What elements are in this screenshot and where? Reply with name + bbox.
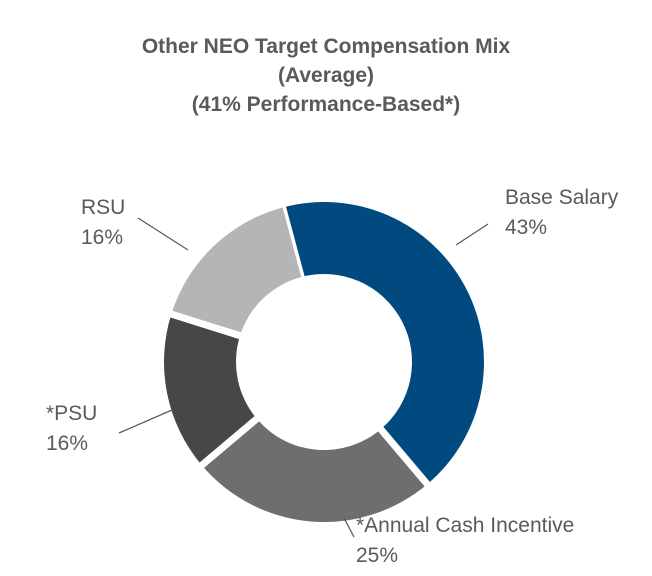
slice-label-base-salary: Base Salary xyxy=(505,186,619,209)
slice-label-annual-cash-incentive: *Annual Cash Incentive xyxy=(356,514,574,537)
slice-label-psu: *PSU xyxy=(46,402,97,425)
slice-value-rsu: 16% xyxy=(81,226,123,249)
leader-line-annual-cash-incentive xyxy=(343,517,355,538)
slice-labels: Base Salary 43% *Annual Cash Incentive 25% *… xyxy=(46,186,619,567)
chart-title-line-3: (41% Performance-Based*) xyxy=(191,93,461,116)
slice-annual-cash-incentive xyxy=(201,418,428,522)
slice-separator xyxy=(166,309,245,341)
slice-value-annual-cash-incentive: 25% xyxy=(356,544,398,567)
leader-line-base-salary xyxy=(455,223,489,246)
leader-line-rsu xyxy=(137,217,189,251)
slice-label-rsu: RSU xyxy=(81,196,125,219)
slice-base-salary xyxy=(282,202,484,485)
slice-separator xyxy=(375,423,433,490)
chart-title: Other NEO Target Compensation Mix (Avera… xyxy=(0,32,652,119)
slice-rsu xyxy=(171,207,302,336)
donut-slices xyxy=(164,202,484,522)
leader-lines xyxy=(118,217,489,538)
slice-psu xyxy=(164,314,257,466)
slice-value-base-salary: 43% xyxy=(505,216,547,239)
leader-line-psu xyxy=(118,409,173,434)
slice-value-psu: 16% xyxy=(46,432,88,455)
slice-separator xyxy=(196,413,263,471)
chart-title-line-1: Other NEO Target Compensation Mix xyxy=(141,35,511,58)
chart-title-line-2: (Average) xyxy=(277,64,375,87)
